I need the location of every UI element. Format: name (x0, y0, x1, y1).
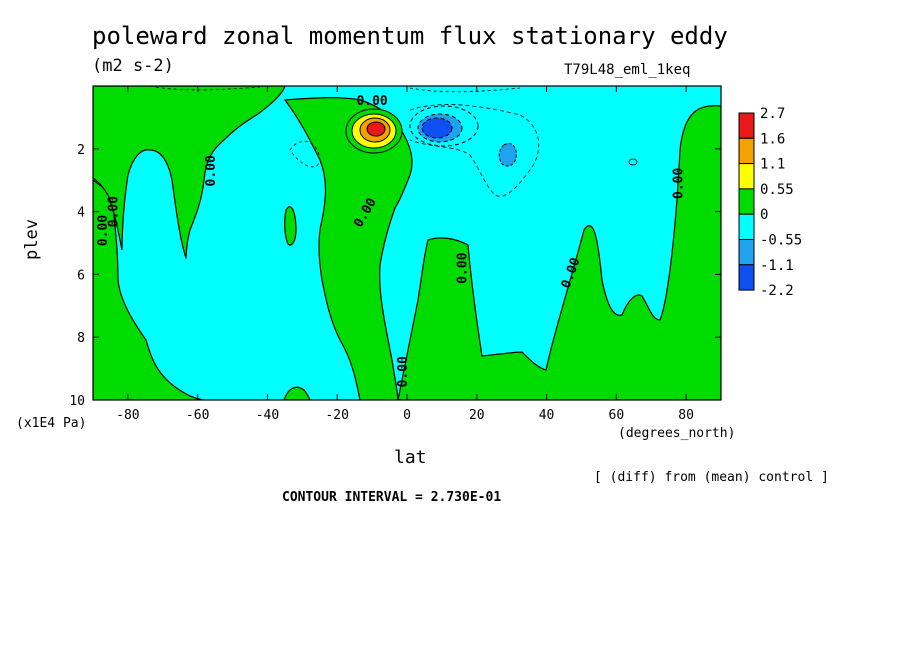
colorbar-label: -2.2 (760, 283, 794, 299)
x-axis-unit: (degrees_north) (618, 426, 736, 441)
colorbar-swatch (738, 137, 755, 165)
contour-label: 0.00 (204, 155, 219, 186)
colorbar-swatch (738, 213, 755, 240)
negative-contour-3 (421, 117, 453, 139)
colorbar: 2.7 1.6 1.1 0.55 0 -0.55 -1.1 -2.2 (738, 106, 802, 299)
filled-contours (93, 86, 721, 400)
colorbar-label: 0 (760, 207, 768, 223)
y-tick-label: 8 (77, 331, 85, 346)
negative-contour-secondary (498, 143, 517, 167)
colorbar-swatch (738, 112, 755, 139)
contour-interval-label: CONTOUR INTERVAL = 2.730E-01 (282, 490, 502, 505)
y-tick-label: 10 (69, 394, 85, 409)
colorbar-label: 1.6 (760, 131, 785, 147)
contour-label: 0.00 (356, 94, 387, 109)
colorbar-label: 0.55 (760, 182, 794, 198)
y-axis-unit: (x1E4 Pa) (16, 416, 87, 431)
diff-note: [ (diff) from (mean) control ] (594, 470, 829, 485)
run-name-label: T79L48_eml_1keq (564, 62, 691, 78)
y-axis-ticks: 2 4 6 8 10 (69, 143, 721, 409)
dashed-contour-small-left (289, 140, 321, 168)
green-region-upper-left (93, 86, 286, 259)
x-tick-label: 20 (469, 408, 485, 423)
x-tick-label: -20 (325, 408, 348, 423)
colorbar-label: 2.7 (760, 106, 785, 122)
negative-contour-1 (409, 105, 479, 147)
x-tick-label: 60 (609, 408, 625, 423)
colorbar-label: 1.1 (760, 157, 785, 173)
y-tick-label: 6 (77, 268, 85, 283)
small-contour-right (628, 158, 638, 166)
contour-label: 0.00 (455, 252, 470, 283)
positive-contour-4 (366, 121, 386, 137)
green-region-central (283, 97, 413, 400)
x-tick-label: 0 (403, 408, 411, 423)
contour-label: 0.00 (96, 215, 111, 246)
y-tick-label: 2 (77, 143, 85, 158)
x-tick-label: -80 (116, 408, 139, 423)
x-axis-ticks: -80 -60 -40 -20 0 20 40 60 80 (116, 86, 694, 423)
x-tick-label: 40 (539, 408, 555, 423)
colorbar-swatch (738, 264, 755, 291)
contour-label: 0.00 (396, 356, 411, 387)
units-label: (m2 s-2) (92, 56, 174, 76)
dashed-top-edge (149, 86, 521, 93)
colorbar-label: -0.55 (760, 233, 802, 249)
colorbar-swatch (738, 188, 755, 215)
colorbar-swatch (738, 163, 755, 190)
x-tick-label: -40 (256, 408, 279, 423)
contour-label: 0.00 (106, 196, 121, 227)
x-tick-label: -60 (186, 408, 209, 423)
green-region-small (284, 206, 297, 246)
chart-title: poleward zonal momentum flux stationary … (92, 22, 728, 50)
x-tick-label: 80 (678, 408, 694, 423)
contour-label: 0.00 (672, 168, 687, 199)
colorbar-label: -1.1 (760, 258, 794, 274)
y-tick-label: 4 (77, 206, 85, 221)
colorbar-swatch (738, 239, 755, 266)
dashed-contour-outer (409, 104, 539, 197)
x-axis-label: lat (394, 447, 427, 468)
